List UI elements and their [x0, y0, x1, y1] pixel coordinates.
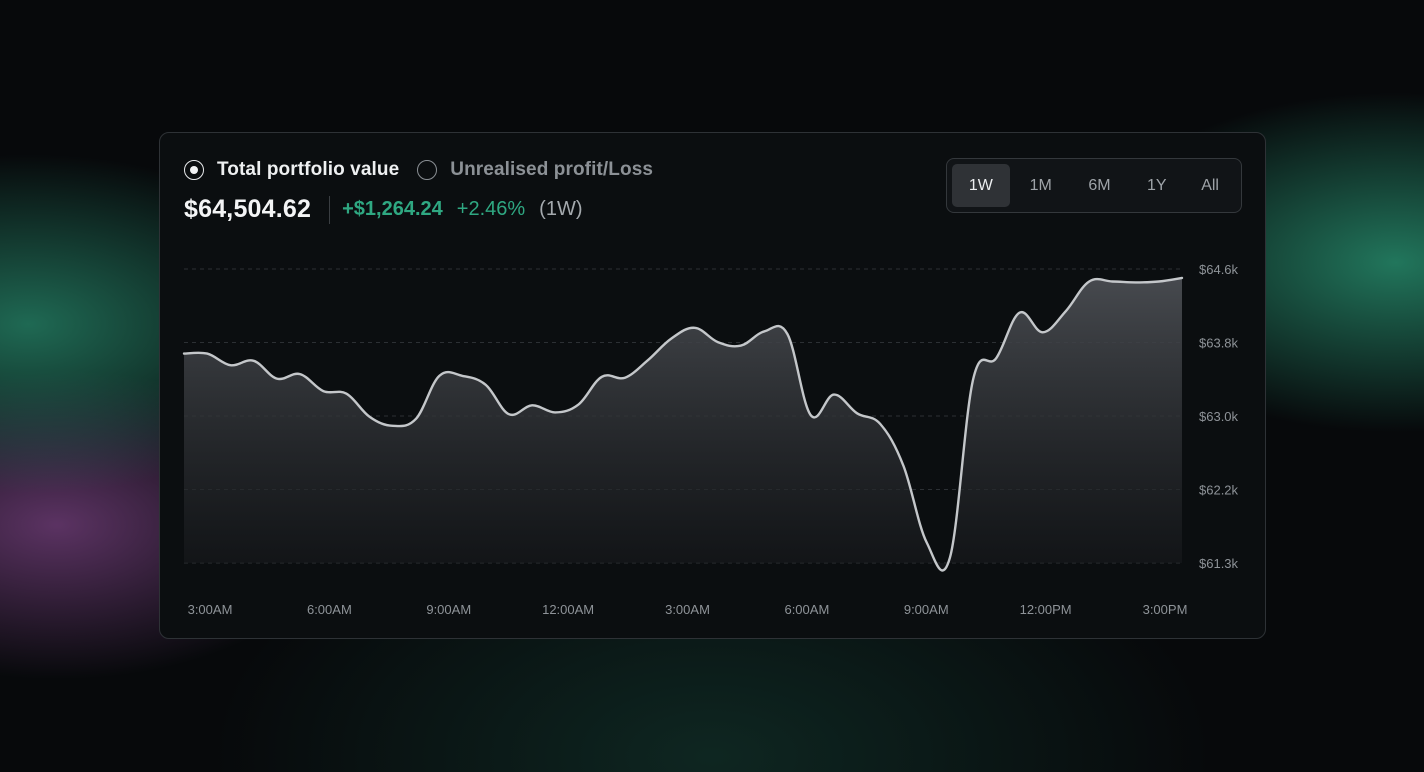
change-percent: +2.46% [456, 198, 526, 220]
series-line [182, 276, 1184, 572]
radio-label: Unrealised profit/Loss [450, 159, 654, 180]
x-tick-label: 3:00AM [665, 602, 710, 617]
series-area [184, 277, 1182, 571]
x-tick-label: 6:00AM [307, 602, 352, 617]
y-tick-label: $63.0k [1199, 409, 1239, 424]
range-1m-button[interactable]: 1M [1029, 176, 1052, 194]
total-value: $64,504.62 [184, 195, 312, 223]
range-1w-button[interactable]: 1W [952, 164, 1010, 207]
range-6m-button[interactable]: 6M [1088, 176, 1111, 194]
range-all-button[interactable]: All [1201, 176, 1219, 194]
portfolio-chart: $64.6k $63.8k $63.0k $62.2k $61.3k 3:00AM 6:00… [182, 262, 1239, 617]
x-tick-label: 9:00AM [904, 602, 949, 617]
y-tick-label: $63.8k [1199, 336, 1239, 351]
metric-toggle: Total portfolio value Unrealised profit/… [184, 159, 653, 181]
x-tick-label: 12:00AM [542, 602, 594, 617]
time-range-selector: 1W 1M 6M 1Y All [946, 158, 1242, 213]
x-tick-label: 9:00AM [426, 602, 471, 617]
radio-label: Total portfolio value [217, 159, 400, 180]
x-tick-label: 6:00AM [784, 602, 829, 617]
range-1y-button[interactable]: 1Y [1146, 176, 1167, 194]
radio-unselected-icon [417, 160, 438, 180]
y-tick-label: $62.2k [1199, 483, 1239, 498]
radio-total-portfolio-value[interactable]: Total portfolio value [184, 159, 399, 181]
x-tick-label: 3:00AM [188, 602, 233, 617]
radio-selected-icon [184, 160, 204, 180]
portfolio-card: Total portfolio value Unrealised profit/… [159, 132, 1266, 639]
x-tick-label: 12:00PM [1020, 602, 1072, 617]
change-period: (1W) [539, 198, 583, 220]
y-tick-label: $64.6k [1199, 262, 1239, 277]
value-summary: $64,504.62 +$1,264.24 +2.46% (1W) [184, 195, 583, 224]
y-tick-label: $61.3k [1199, 556, 1239, 571]
change-amount: +$1,264.24 [342, 198, 443, 220]
x-tick-label: 3:00PM [1143, 602, 1188, 617]
radio-unrealised-profit-loss[interactable]: Unrealised profit/Loss [417, 159, 653, 181]
divider [329, 195, 331, 224]
